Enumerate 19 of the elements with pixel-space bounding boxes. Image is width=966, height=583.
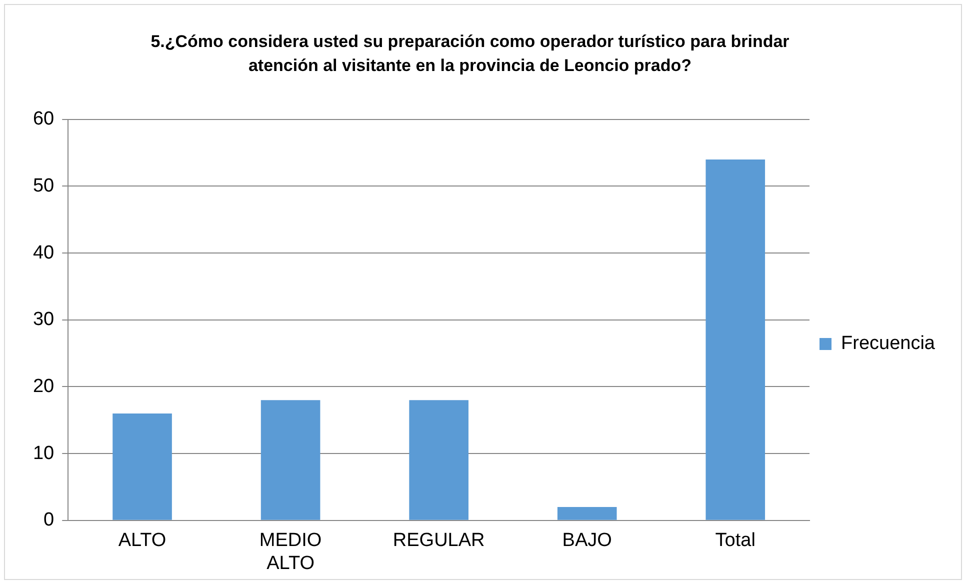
- bar: [260, 400, 320, 520]
- y-tick-label: 50: [32, 175, 54, 196]
- x-tick-label: BAJO: [562, 530, 612, 552]
- x-tick-label: ALTO: [118, 530, 166, 552]
- x-tick-label: Total: [715, 530, 756, 552]
- bar: [557, 507, 617, 520]
- x-tick-label: MEDIO ALTO: [259, 530, 322, 574]
- chart-title: 5.¿Cómo considera usted su preparación como operador turístico para brindar atención al visitante en la provincia de Leoncio prado?: [150, 31, 790, 77]
- y-tick-label: 40: [32, 242, 54, 264]
- legend-label: Frecuencia: [841, 333, 936, 354]
- y-tick-label: 30: [32, 309, 54, 330]
- bar: [706, 160, 766, 520]
- bar: [409, 400, 468, 520]
- bar: [112, 413, 172, 520]
- y-tick-label: 60: [32, 108, 54, 130]
- y-tick-label: 20: [32, 376, 54, 397]
- y-tick-label: 10: [32, 442, 54, 464]
- y-tick-label: 0: [44, 510, 54, 531]
- x-tick-label: REGULAR: [392, 530, 485, 552]
